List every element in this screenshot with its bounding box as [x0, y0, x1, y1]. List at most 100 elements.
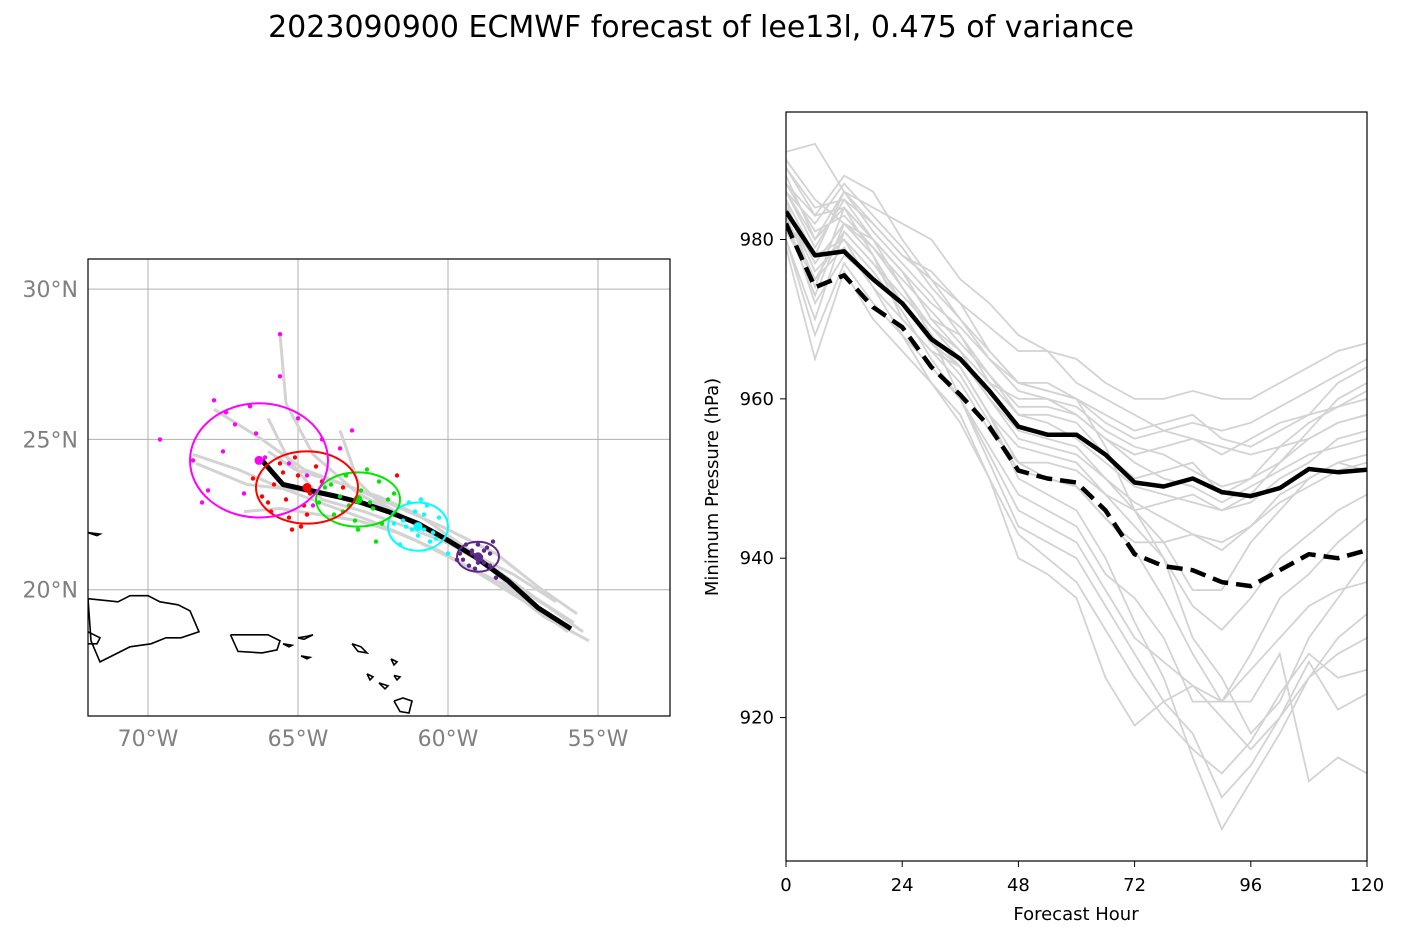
uncertainty-ellipse: [315, 471, 401, 528]
member-position-point: [280, 470, 286, 475]
pressure-x-tick-label: 24: [891, 875, 914, 896]
land-outline: [351, 643, 370, 655]
member-position-point: [253, 431, 259, 436]
member-position-point: [421, 527, 427, 532]
member-track-line: [213, 408, 578, 616]
pressure-y-tick-label: 960: [740, 389, 774, 410]
member-position-point: [349, 428, 355, 433]
member-position-point: [337, 446, 343, 451]
pressure-member-line: [786, 189, 1367, 512]
ensemble-member-tracks: [192, 334, 590, 643]
land-outline: [297, 634, 314, 641]
member-position-point: [247, 404, 253, 409]
pressure-ticks: 0 24 48 72 96 120 920 940 960 980: [740, 229, 1385, 896]
uncertainty-ellipse: [189, 402, 329, 519]
land-outline: [88, 631, 102, 645]
member-position-point: [433, 536, 439, 541]
member-position-point: [355, 527, 361, 532]
member-position-point: [364, 467, 370, 472]
pressure-member-line: [786, 167, 1367, 440]
member-position-point: [313, 464, 319, 469]
member-position-point: [403, 524, 409, 529]
member-position-point: [421, 512, 427, 517]
member-position-point: [277, 332, 283, 337]
member-position-point: [310, 503, 316, 508]
map-tick-labels: 70°W 65°W 60°W 55°W 20°N 25°N 30°N: [23, 278, 629, 752]
pressure-member-line: [786, 222, 1367, 703]
pressure-dashed-line: [786, 222, 1367, 589]
uncertainty-ellipse: [255, 450, 359, 525]
member-position-point: [307, 491, 313, 496]
pressure-series: [786, 210, 1367, 589]
member-position-point: [277, 461, 283, 466]
member-position-point: [472, 566, 478, 571]
pressure-solid-line: [786, 210, 1367, 499]
land-outline: [393, 674, 402, 682]
uncertainty-ellipses: [189, 402, 500, 573]
pressure-member-line: [786, 191, 1367, 400]
member-position-point: [430, 530, 436, 535]
member-position-point: [211, 398, 217, 403]
member-position-point: [358, 488, 364, 493]
pressure-y-tick-label: 940: [740, 548, 774, 569]
member-position-point: [295, 473, 301, 478]
uncertainty-ellipse: [387, 501, 449, 552]
pressure-x-tick-label: 0: [780, 875, 791, 896]
member-position-point: [469, 551, 475, 556]
member-position-point: [220, 449, 226, 454]
member-position-point: [328, 482, 334, 487]
pressure-x-tick-label: 48: [1007, 875, 1030, 896]
member-position-point: [475, 560, 481, 565]
member-position-point: [271, 482, 277, 487]
map-frame: [87, 258, 671, 717]
map-x-tick-label: 65°W: [268, 727, 329, 752]
member-position-point: [259, 494, 265, 499]
member-position-point: [373, 539, 379, 544]
member-position-point: [304, 512, 310, 517]
member-position-point: [304, 473, 310, 478]
member-position-point: [367, 500, 373, 505]
pressure-ensemble-lines: [786, 142, 1367, 832]
ellipse-center-point: [302, 483, 312, 492]
member-position-point: [412, 509, 418, 514]
pressure-member-line: [786, 199, 1367, 799]
member-position-point: [298, 524, 304, 529]
pressure-x-tick-label: 120: [1350, 875, 1384, 896]
member-position-point: [265, 500, 271, 505]
member-position-point: [376, 479, 382, 484]
member-position-point: [295, 416, 301, 421]
member-position-point: [391, 521, 397, 526]
map-y-tick-label: 25°N: [23, 428, 78, 453]
member-position-point: [445, 551, 451, 556]
map-x-tick-label: 55°W: [568, 727, 629, 752]
member-position-point: [232, 422, 238, 427]
member-position-point: [481, 548, 487, 553]
pressure-x-tick-label: 96: [1239, 875, 1262, 896]
land-outline: [88, 594, 201, 663]
member-position-point: [487, 563, 493, 568]
member-position-point: [370, 506, 376, 511]
land-outline: [366, 673, 375, 682]
member-position-point: [283, 497, 289, 502]
member-position-point: [490, 539, 496, 544]
land-outline: [229, 633, 281, 654]
pressure-member-line: [786, 215, 1367, 512]
land-outline: [390, 658, 399, 667]
land-outline: [300, 655, 313, 660]
member-position-point: [205, 488, 211, 493]
land-outline: [378, 682, 390, 691]
member-position-point: [322, 485, 328, 490]
member-track-line: [338, 429, 551, 610]
land-outline: [282, 643, 295, 648]
pressure-y-tick-label: 980: [740, 229, 774, 250]
pressure-member-line: [786, 175, 1367, 632]
map-x-tick-label: 60°W: [418, 727, 479, 752]
land-outline: [393, 697, 413, 714]
member-position-point: [340, 485, 346, 490]
ellipse-center-point: [473, 552, 483, 562]
member-position-point: [277, 374, 283, 379]
pressure-x-tick-label: 72: [1123, 875, 1146, 896]
member-position-point: [415, 533, 421, 538]
member-position-point: [385, 497, 391, 502]
